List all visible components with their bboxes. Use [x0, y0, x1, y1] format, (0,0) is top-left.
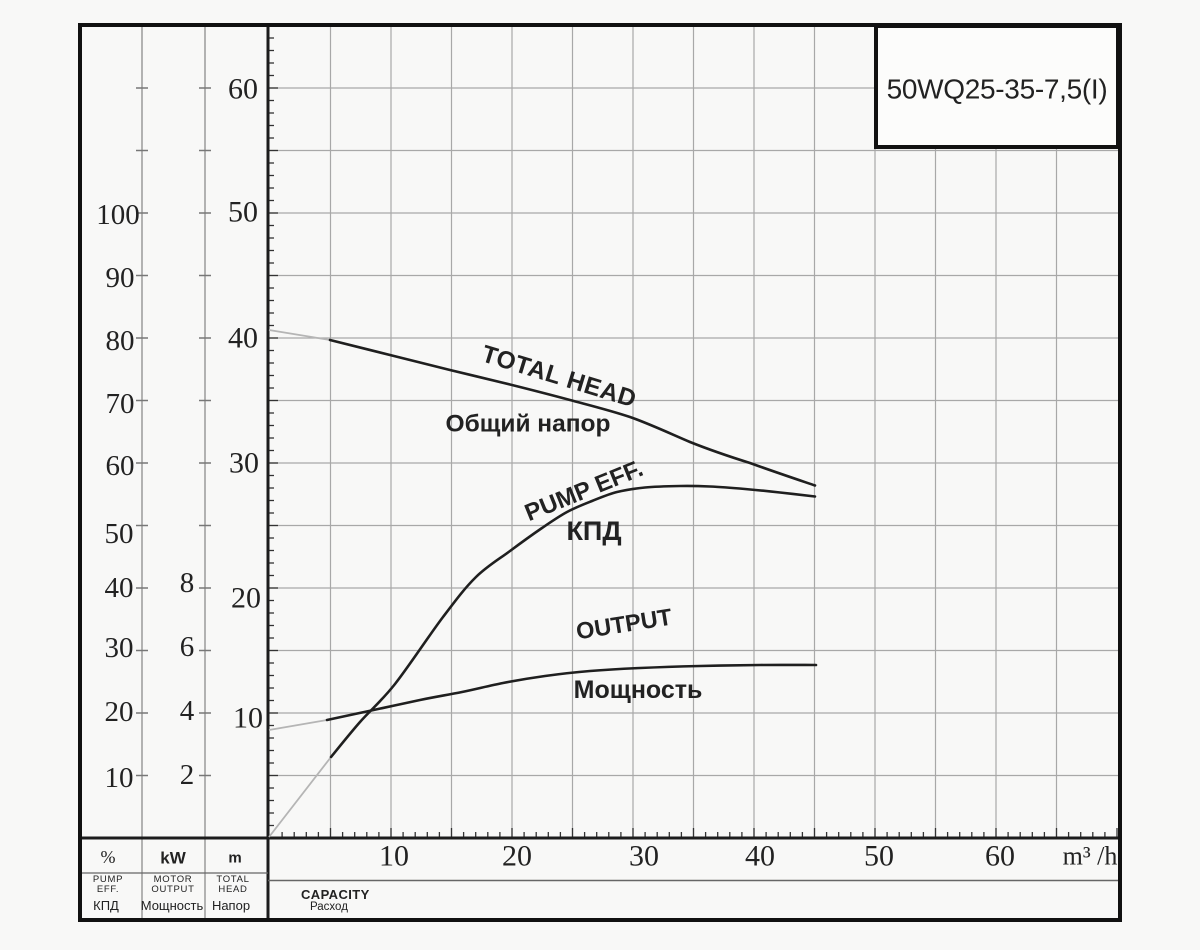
svg-text:60: 60: [985, 840, 1015, 873]
svg-text:4: 4: [180, 695, 195, 727]
svg-text:10: 10: [105, 762, 134, 794]
svg-text:Мощность: Мощность: [574, 676, 703, 704]
svg-text:20: 20: [231, 582, 261, 615]
svg-text:20: 20: [105, 696, 134, 728]
svg-text:8: 8: [180, 567, 195, 599]
svg-text:40: 40: [105, 572, 134, 604]
svg-text:100: 100: [96, 199, 140, 231]
svg-text:m: m: [228, 850, 241, 867]
svg-text:20: 20: [502, 840, 532, 873]
svg-text:m³ /h: m³ /h: [1063, 842, 1118, 871]
svg-text:30: 30: [229, 447, 259, 480]
svg-text:60: 60: [106, 450, 135, 482]
svg-text:50WQ25-35-7,5(I): 50WQ25-35-7,5(I): [887, 74, 1108, 105]
svg-text:MOTOR: MOTOR: [154, 874, 193, 885]
svg-text:70: 70: [106, 388, 135, 420]
svg-text:Расход: Расход: [310, 901, 348, 913]
svg-text:HEAD: HEAD: [218, 884, 247, 895]
svg-text:%: %: [101, 847, 116, 867]
svg-text:PUMP: PUMP: [93, 874, 123, 885]
svg-text:КПД: КПД: [566, 516, 621, 546]
svg-text:50: 50: [105, 518, 134, 550]
svg-text:10: 10: [233, 702, 263, 735]
svg-text:40: 40: [745, 840, 775, 873]
svg-text:OUTPUT: OUTPUT: [151, 884, 194, 895]
svg-text:Напор: Напор: [212, 898, 250, 913]
svg-text:Мощность: Мощность: [141, 898, 204, 913]
svg-text:6: 6: [180, 631, 195, 663]
svg-text:60: 60: [228, 73, 258, 106]
svg-text:50: 50: [228, 196, 258, 229]
svg-text:Общий напор: Общий напор: [446, 411, 611, 438]
svg-text:EFF.: EFF.: [97, 884, 119, 895]
svg-text:40: 40: [228, 322, 258, 355]
svg-text:80: 80: [106, 325, 135, 357]
svg-text:90: 90: [106, 262, 135, 294]
svg-text:kW: kW: [160, 849, 186, 868]
svg-text:2: 2: [180, 759, 195, 791]
svg-text:КПД: КПД: [93, 898, 119, 913]
svg-text:10: 10: [379, 840, 409, 873]
svg-text:TOTAL: TOTAL: [216, 874, 249, 885]
svg-text:30: 30: [105, 632, 134, 664]
svg-text:CAPACITY: CAPACITY: [301, 887, 370, 902]
svg-text:30: 30: [629, 840, 659, 873]
svg-text:50: 50: [864, 840, 894, 873]
